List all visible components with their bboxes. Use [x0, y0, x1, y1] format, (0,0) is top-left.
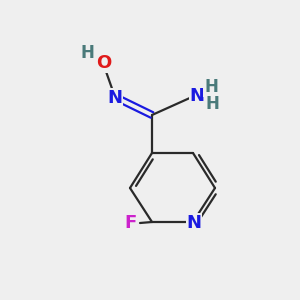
Text: H: H	[205, 95, 219, 113]
Text: N: N	[187, 214, 202, 232]
Text: F: F	[125, 214, 137, 232]
Text: H: H	[80, 44, 94, 62]
Text: N: N	[107, 89, 122, 107]
Text: O: O	[96, 54, 112, 72]
Text: H: H	[204, 78, 218, 96]
Text: N: N	[190, 87, 205, 105]
